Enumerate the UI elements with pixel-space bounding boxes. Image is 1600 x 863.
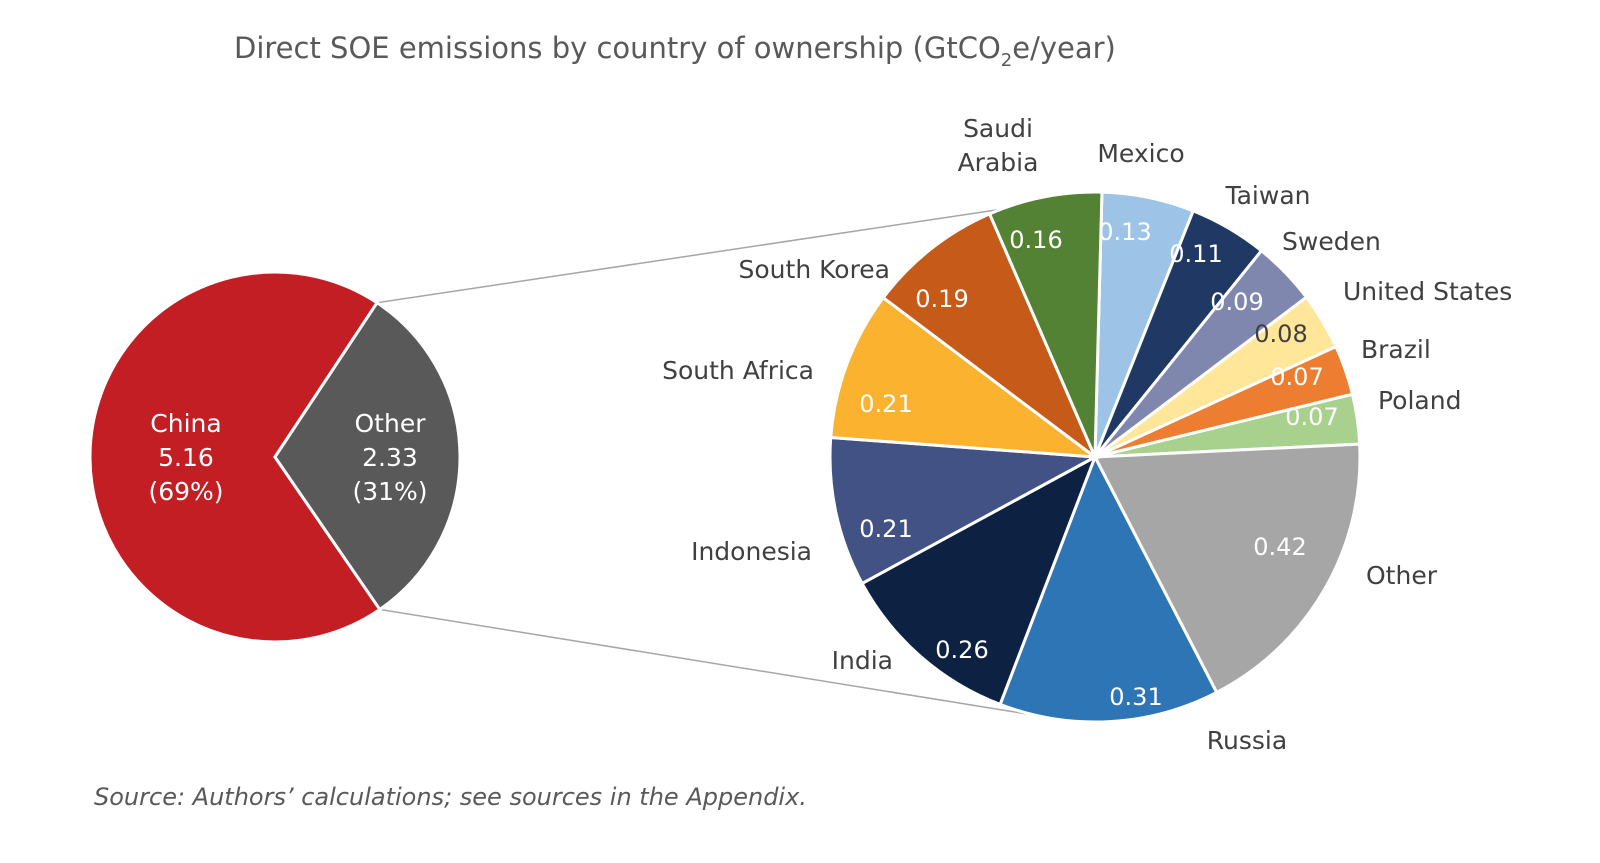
- value-label-united-states: 0.08: [1254, 320, 1307, 348]
- category-label-taiwan: Taiwan: [1224, 181, 1310, 210]
- category-label-brazil: Brazil: [1361, 335, 1431, 364]
- breakdown-slice-south-korea: [881, 211, 1099, 462]
- value-label-brazil: 0.07: [1270, 363, 1323, 391]
- connector-line-bottom: [379, 608, 1028, 715]
- value-label-mexico: 0.13: [1098, 218, 1151, 246]
- chart-title-main: Direct SOE emissions by country of owner…: [234, 31, 1001, 65]
- value-label-south-africa: 0.21: [859, 390, 912, 418]
- category-label-saudi-arabia: Saudi Arabia: [958, 114, 1039, 177]
- value-label-indonesia: 0.21: [859, 515, 912, 543]
- category-label-sweden: Sweden: [1282, 227, 1381, 256]
- category-label-south-africa: South Africa: [662, 356, 814, 385]
- category-label-other: Other: [1366, 561, 1438, 590]
- value-label-india: 0.26: [935, 636, 988, 664]
- main-slice-china: [88, 270, 382, 644]
- value-label-saudi-arabia: 0.16: [1009, 226, 1062, 254]
- chart-title-subscript: 2: [1001, 50, 1012, 71]
- connector-lines: [376, 196, 1084, 715]
- category-label-indonesia: Indonesia: [691, 537, 812, 566]
- main-slice-other: [273, 300, 462, 612]
- category-label-russia: Russia: [1207, 726, 1287, 755]
- value-label-other: 0.42: [1253, 533, 1306, 561]
- source-note: Source: Authors’ calculations; see sourc…: [94, 783, 807, 811]
- value-label-russia: 0.31: [1109, 683, 1162, 711]
- breakdown-slice-indonesia: [828, 435, 1101, 586]
- connector-line-top: [376, 196, 1084, 304]
- value-label-poland: 0.07: [1285, 403, 1338, 431]
- breakdown-slice-india: [860, 453, 1098, 707]
- main-pie: China 5.16 (69%) Other 2.33 (31%): [88, 270, 462, 644]
- value-label-south-korea: 0.19: [915, 285, 968, 313]
- chart-title: Direct SOE emissions by country of owner…: [234, 31, 1116, 71]
- breakdown-slice-other: [1092, 442, 1362, 695]
- category-label-mexico: Mexico: [1097, 139, 1184, 168]
- value-label-sweden: 0.09: [1210, 288, 1263, 316]
- main-label-china: China 5.16 (69%): [148, 409, 223, 506]
- breakdown-slice-saudi-arabia: [987, 190, 1104, 458]
- breakdown-slice-south-africa: [829, 295, 1100, 459]
- category-label-south-korea: South Korea: [739, 255, 890, 284]
- breakdown-slice-russia: [998, 453, 1219, 724]
- main-label-other: Other 2.33 (31%): [352, 409, 427, 506]
- category-label-india: India: [832, 646, 893, 675]
- chart-title-suffix: e/year): [1012, 31, 1116, 65]
- category-label-poland: Poland: [1378, 386, 1461, 415]
- breakdown-pie: 0.13 Mexico 0.11 Taiwan 0.09 Sweden 0.08 United…: [662, 114, 1512, 755]
- value-label-taiwan: 0.11: [1169, 240, 1222, 268]
- category-label-united-states: United States: [1343, 277, 1512, 306]
